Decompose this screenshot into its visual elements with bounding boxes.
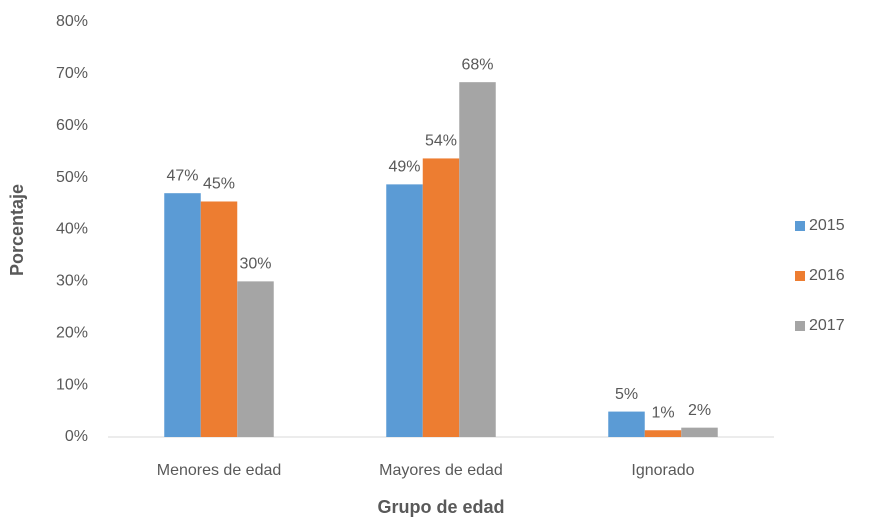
y-axis-title: Porcentaje bbox=[7, 184, 27, 276]
data-label: 5% bbox=[615, 386, 638, 403]
legend-label: 2017 bbox=[809, 317, 845, 334]
bar bbox=[608, 411, 645, 437]
bar bbox=[164, 193, 201, 437]
bar bbox=[681, 427, 718, 437]
x-axis-title: Grupo de edad bbox=[377, 497, 504, 517]
y-tick-label: 0% bbox=[65, 428, 88, 445]
data-label: 2% bbox=[688, 402, 711, 419]
legend-swatch bbox=[795, 221, 805, 231]
y-tick-label: 50% bbox=[56, 169, 88, 186]
y-tick-label: 70% bbox=[56, 65, 88, 82]
bar bbox=[386, 184, 423, 437]
data-label: 49% bbox=[388, 159, 420, 176]
bar bbox=[422, 158, 460, 437]
y-tick-label: 80% bbox=[56, 13, 88, 30]
y-tick-label: 60% bbox=[56, 117, 88, 134]
bar bbox=[459, 82, 496, 438]
y-tick-label: 10% bbox=[56, 376, 88, 393]
bar bbox=[237, 281, 274, 437]
legend-swatch bbox=[795, 321, 805, 331]
y-tick-label: 30% bbox=[56, 273, 88, 290]
x-tick-label: Ignorado bbox=[631, 462, 694, 479]
legend-swatch bbox=[795, 271, 805, 281]
data-label: 45% bbox=[203, 176, 235, 193]
data-label: 47% bbox=[166, 167, 198, 184]
x-tick-label: Menores de edad bbox=[157, 462, 282, 479]
y-tick-label: 40% bbox=[56, 221, 88, 238]
legend-label: 2016 bbox=[809, 267, 845, 284]
x-tick-label: Mayores de edad bbox=[379, 462, 503, 479]
y-tick-label: 20% bbox=[56, 324, 88, 341]
bar bbox=[644, 430, 682, 437]
legend-label: 2015 bbox=[809, 217, 845, 234]
data-label: 68% bbox=[461, 56, 493, 73]
data-label: 54% bbox=[425, 133, 457, 150]
data-label: 1% bbox=[651, 404, 674, 421]
data-label: 30% bbox=[239, 256, 271, 273]
bar bbox=[200, 201, 238, 437]
